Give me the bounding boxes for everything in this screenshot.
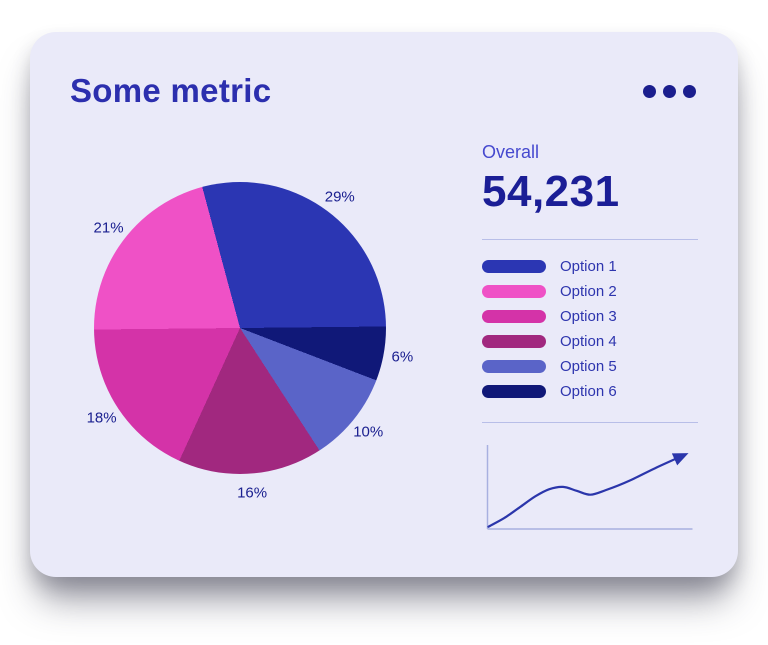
legend-item: Option 4: [482, 333, 698, 350]
legend-item: Option 3: [482, 308, 698, 325]
stats-panel: Overall 54,231 Option 1 Option 2 Option …: [482, 114, 698, 550]
legend-label: Option 5: [560, 358, 617, 375]
legend-label: Option 2: [560, 283, 617, 300]
pie-percent-label: 10%: [353, 423, 384, 441]
legend-label: Option 6: [560, 383, 617, 400]
legend-swatch: [482, 285, 546, 298]
menu-button[interactable]: [641, 79, 698, 104]
trend-sparkline: [486, 445, 693, 530]
legend-label: Option 4: [560, 333, 617, 350]
ellipsis-icon: [643, 84, 656, 98]
pie-percent-label: 18%: [86, 409, 117, 427]
divider: [482, 239, 698, 240]
pie: [94, 182, 386, 474]
pie-percent-label: 21%: [93, 219, 124, 237]
legend-swatch: [482, 260, 546, 273]
legend-label: Option 1: [560, 258, 617, 275]
legend-item: Option 5: [482, 358, 698, 375]
legend-item: Option 1: [482, 258, 698, 275]
legend-swatch: [482, 335, 546, 348]
trend-line: [487, 453, 689, 528]
legend-swatch: [482, 360, 546, 373]
legend: Option 1 Option 2 Option 3 Option 4 Opti…: [482, 258, 698, 400]
overall-label: Overall: [482, 142, 540, 162]
legend-swatch: [482, 385, 546, 398]
pie-percent-label: 29%: [324, 188, 355, 206]
overall-value: 54,231: [482, 167, 620, 216]
pie-percent-label: 16%: [237, 484, 268, 502]
legend-item: Option 6: [482, 383, 698, 400]
divider: [482, 422, 698, 423]
metric-card: Some metric 29% 6% 10% 16% 18% 21% Overall 54…: [30, 32, 738, 577]
ellipsis-icon: [683, 84, 696, 98]
legend-swatch: [482, 310, 546, 323]
legend-label: Option 3: [560, 308, 617, 325]
pie-chart: 29% 6% 10% 16% 18% 21%: [70, 114, 470, 550]
card-header: Some metric: [70, 68, 698, 114]
card-title: Some metric: [70, 72, 272, 109]
card-body: 29% 6% 10% 16% 18% 21% Overall 54,231 Option …: [70, 114, 698, 550]
ellipsis-icon: [663, 84, 676, 98]
pie-percent-label: 6%: [391, 348, 414, 366]
legend-item: Option 2: [482, 283, 698, 300]
